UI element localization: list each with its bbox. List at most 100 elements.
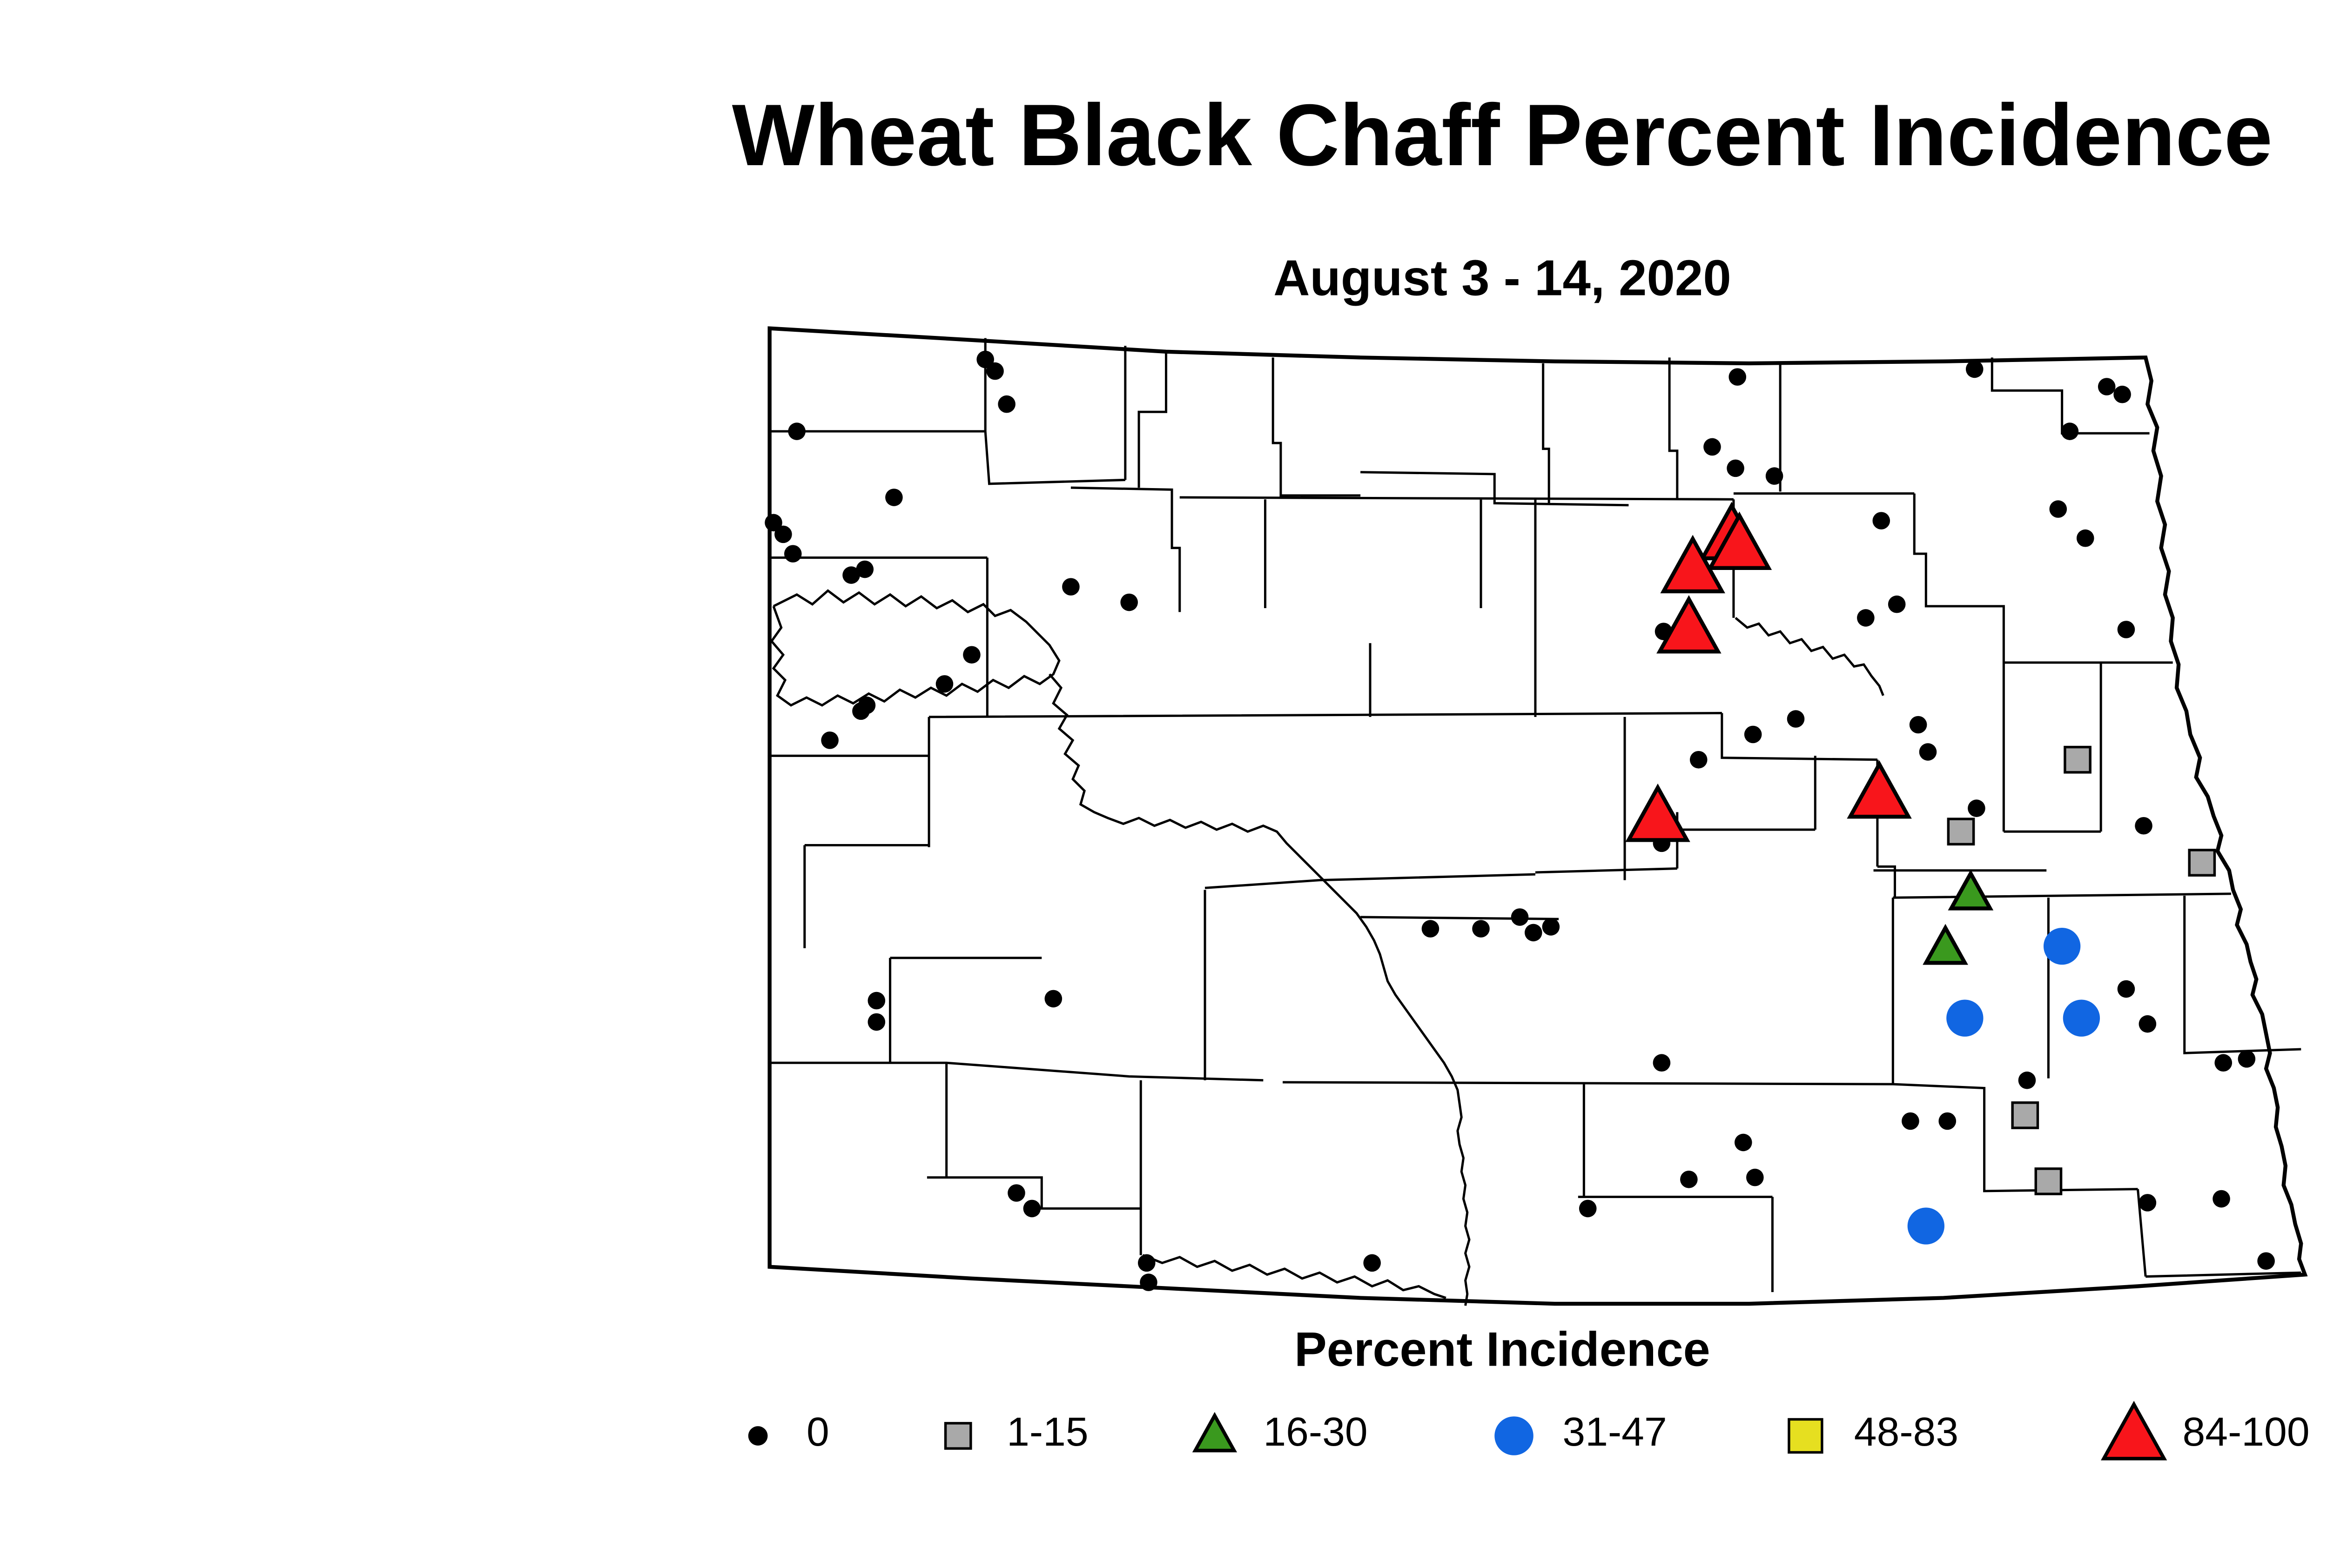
map-marker-0 <box>935 675 954 693</box>
map-marker-1-15 <box>2034 1167 2063 1195</box>
map-marker-0 <box>2139 1015 2157 1033</box>
map-marker-0 <box>2098 378 2116 395</box>
map-marker-0 <box>2113 385 2131 403</box>
map-marker-0 <box>821 731 839 749</box>
map-marker-0 <box>998 395 1016 413</box>
square-legend-icon <box>944 1422 972 1450</box>
map-marker-0 <box>1872 512 1890 529</box>
chart-subtitle: August 3 - 14, 2020 <box>1273 248 1731 307</box>
map-marker-0 <box>1511 908 1529 926</box>
map-marker-0 <box>784 545 802 563</box>
map-marker-84-100 <box>1847 760 1912 819</box>
map-marker-0 <box>842 566 860 584</box>
map-marker-0 <box>1746 1168 1764 1186</box>
triangle-legend-icon <box>1192 1412 1237 1453</box>
map-marker-0 <box>1363 1254 1381 1272</box>
map-marker-0 <box>1008 1184 1025 1202</box>
legend-item-31-47: 31-47 <box>1479 1399 1667 1469</box>
map-marker-0 <box>1938 1112 1957 1130</box>
map-marker-1-15 <box>2011 1101 2039 1129</box>
map-marker-0 <box>1919 743 1937 761</box>
cannonball-river-line <box>1142 1254 1446 1299</box>
map-marker-0 <box>1062 578 1080 596</box>
legend-title: Percent Incidence <box>1294 1323 1710 1378</box>
map-marker-1-15 <box>2188 849 2216 877</box>
chart-title: Wheat Black Chaff Percent Incidence <box>732 85 2273 185</box>
legend-label: 1-15 <box>1007 1410 1089 1455</box>
map-marker-0 <box>1524 924 1542 942</box>
lake-sakakawea-outline <box>770 589 1061 707</box>
sheyenne-river-line <box>1735 617 1884 696</box>
map-marker-0 <box>1728 368 1747 386</box>
legend-item-1-15: 1-15 <box>923 1399 1089 1469</box>
map-marker-84-100 <box>1625 784 1690 842</box>
map-marker-0 <box>2238 1050 2256 1068</box>
map-marker-0 <box>788 422 806 440</box>
map-marker-0 <box>2018 1072 2036 1089</box>
map-marker-0 <box>976 350 994 369</box>
map-marker-0 <box>765 514 782 532</box>
map-marker-16-30 <box>1923 924 1968 965</box>
legend-label: 84-100 <box>2182 1410 2310 1455</box>
map-marker-0 <box>2117 980 2135 998</box>
map-marker-0 <box>1421 920 1439 938</box>
legend-item-48-83: 48-83 <box>1770 1399 1958 1469</box>
map-marker-0 <box>1653 1054 1671 1072</box>
map-marker-0 <box>2257 1252 2275 1270</box>
map-marker-0 <box>856 560 874 578</box>
legend-label: 48-83 <box>1854 1410 1959 1455</box>
map-marker-0 <box>1734 1133 1752 1152</box>
map-marker-0 <box>2061 422 2079 440</box>
map-marker-1-15 <box>2064 745 2092 774</box>
map-marker-0 <box>774 525 792 543</box>
map-marker-31-47 <box>2063 999 2100 1037</box>
map-marker-0 <box>1023 1199 1041 1218</box>
missouri-river-line <box>1049 673 1471 1306</box>
triangle-legend-icon <box>2101 1400 2167 1461</box>
map-marker-0 <box>2135 817 2152 835</box>
square-legend-icon <box>1788 1418 1823 1454</box>
map-marker-0 <box>1140 1273 1157 1291</box>
map-marker-84-100 <box>1656 595 1722 654</box>
map-marker-0 <box>1968 799 1985 817</box>
map-marker-0 <box>2049 500 2067 518</box>
legend-label: 16-30 <box>1263 1410 1368 1455</box>
map-marker-0 <box>2076 529 2094 547</box>
map-marker-1-15 <box>1947 818 1975 846</box>
map-marker-0 <box>1680 1170 1698 1188</box>
map-marker-0 <box>1787 710 1805 728</box>
map-marker-0 <box>1909 716 1927 734</box>
map-marker-31-47 <box>1907 1207 1944 1245</box>
circle-legend-icon <box>1494 1416 1533 1455</box>
data-markers <box>765 350 2275 1291</box>
map-marker-31-47 <box>1946 999 1984 1037</box>
map-marker-0 <box>963 646 981 664</box>
map-marker-0 <box>2117 621 2135 638</box>
map-marker-0 <box>868 992 886 1010</box>
map-marker-16-30 <box>1948 869 1994 911</box>
map-marker-0 <box>2139 1194 2157 1212</box>
legend-label: 0 <box>806 1410 829 1455</box>
map-marker-0 <box>1965 360 1984 378</box>
legend-item-0: 0 <box>723 1399 829 1469</box>
map-marker-0 <box>1902 1112 1919 1130</box>
map-marker-0 <box>1044 990 1063 1008</box>
legend-label: 31-47 <box>1562 1410 1667 1455</box>
map-marker-0 <box>1120 593 1138 611</box>
map-marker-0 <box>1765 467 1783 485</box>
map-marker-0 <box>1579 1199 1597 1218</box>
map-marker-0 <box>1137 1254 1156 1272</box>
map-marker-0 <box>1689 750 1708 769</box>
map-marker-0 <box>1727 459 1744 477</box>
legend-item-16-30: 16-30 <box>1180 1399 1368 1469</box>
map-marker-0 <box>1888 595 1906 613</box>
map-marker-0 <box>885 489 903 506</box>
map-marker-0 <box>2213 1190 2230 1208</box>
legend-item-84-100: 84-100 <box>2099 1399 2310 1469</box>
map-marker-0 <box>2214 1054 2233 1072</box>
map-marker-84-100 <box>1660 535 1725 594</box>
dot-legend-icon <box>748 1426 768 1446</box>
map-marker-0 <box>868 1013 886 1031</box>
